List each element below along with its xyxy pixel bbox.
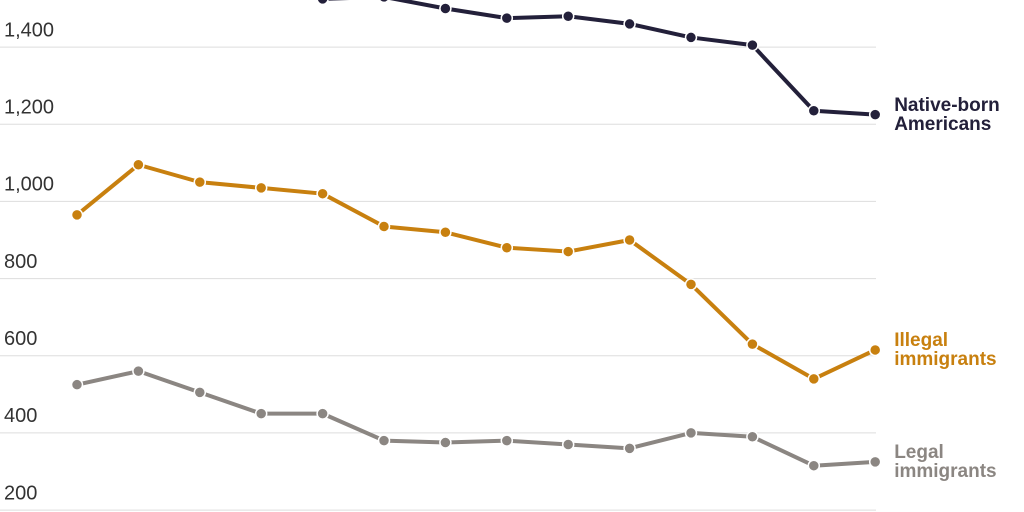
data-point xyxy=(132,158,145,172)
data-point xyxy=(807,372,821,386)
data-point xyxy=(193,175,207,189)
data-point xyxy=(439,2,452,15)
data-point xyxy=(868,455,882,469)
data-point xyxy=(807,459,821,472)
data-point xyxy=(746,430,759,444)
data-point xyxy=(132,364,145,378)
series-label: Illegal immigrants xyxy=(894,329,997,370)
y-tick-label: 600 xyxy=(4,328,37,350)
data-point xyxy=(868,343,882,357)
y-tick-label: 800 xyxy=(4,251,37,273)
data-point xyxy=(684,426,698,440)
series-line xyxy=(317,0,876,117)
data-point xyxy=(561,9,575,23)
data-point xyxy=(500,241,514,254)
data-point xyxy=(623,442,636,455)
data-point xyxy=(623,233,636,247)
data-point xyxy=(70,208,84,222)
data-point xyxy=(500,434,514,447)
y-tick-label: 1,200 xyxy=(4,97,54,119)
y-tick-label: 1,000 xyxy=(4,174,54,196)
data-point xyxy=(561,438,575,451)
data-point xyxy=(623,17,636,31)
data-point xyxy=(807,104,821,117)
data-point xyxy=(439,226,452,239)
data-point xyxy=(378,0,390,4)
data-point xyxy=(684,278,698,291)
data-point xyxy=(193,386,207,399)
y-tick-label: 400 xyxy=(4,405,37,427)
series-label: Native-born Americans xyxy=(894,94,1000,135)
series-line xyxy=(76,369,876,468)
data-point xyxy=(254,181,268,195)
data-point xyxy=(70,378,84,391)
data-point xyxy=(377,434,391,447)
data-point xyxy=(500,11,514,25)
data-point xyxy=(316,187,329,200)
data-point xyxy=(746,38,759,52)
y-tick-label: 1,400 xyxy=(4,19,54,41)
y-tick-label: 200 xyxy=(4,482,37,504)
data-point xyxy=(561,245,575,258)
data-point xyxy=(746,337,759,351)
data-point xyxy=(377,220,391,233)
data-point xyxy=(254,407,268,420)
data-point xyxy=(316,407,329,420)
series-line xyxy=(75,162,877,381)
series-label: Legal immigrants xyxy=(894,441,997,482)
data-point xyxy=(868,108,882,121)
data-point xyxy=(316,0,329,6)
data-point xyxy=(684,31,698,44)
data-point xyxy=(439,436,452,449)
